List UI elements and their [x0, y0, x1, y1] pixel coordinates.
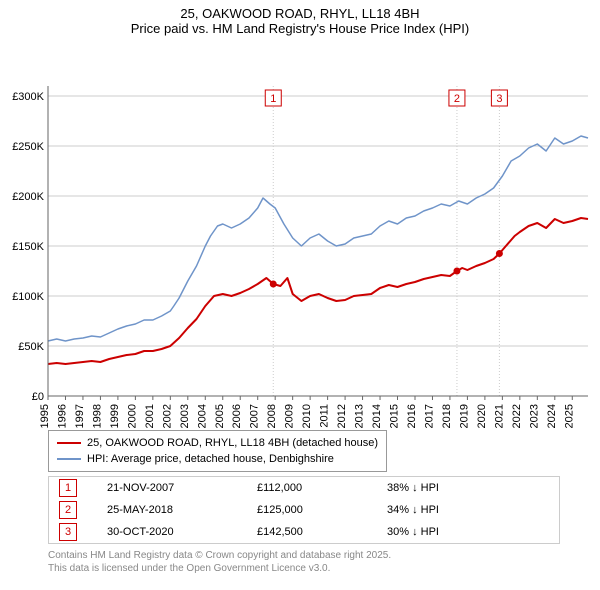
svg-text:2013: 2013 — [354, 404, 366, 428]
legend-item: HPI: Average price, detached house, Denb… — [57, 451, 378, 467]
table-row: 2 25-MAY-2018 £125,000 34% ↓ HPI — [49, 499, 559, 521]
legend-swatch — [57, 442, 81, 444]
svg-text:2011: 2011 — [319, 404, 331, 428]
svg-text:2000: 2000 — [126, 404, 138, 428]
svg-text:2: 2 — [454, 93, 460, 105]
sale-date: 25-MAY-2018 — [107, 504, 257, 516]
price-chart: £0 £50K £100K £150K £200K £250K £300K 1 2 3 1995 19… — [0, 36, 600, 466]
sale-date: 30-OCT-2020 — [107, 526, 257, 538]
svg-text:1999: 1999 — [109, 404, 121, 428]
legend-label: HPI: Average price, detached house, Denb… — [87, 453, 334, 465]
svg-text:2007: 2007 — [249, 404, 261, 428]
svg-text:£200K: £200K — [12, 191, 44, 203]
legend-swatch — [57, 458, 81, 460]
svg-text:2009: 2009 — [284, 404, 296, 428]
svg-text:£150K: £150K — [12, 241, 44, 253]
sale-hpi-delta: 30% ↓ HPI — [387, 526, 549, 538]
svg-text:2014: 2014 — [371, 404, 383, 428]
svg-text:2023: 2023 — [528, 404, 540, 428]
sale-price: £112,000 — [257, 482, 387, 494]
footer-attribution: Contains HM Land Registry data © Crown c… — [48, 550, 558, 575]
sales-table: 1 21-NOV-2007 £112,000 38% ↓ HPI 2 25-MA… — [48, 476, 560, 544]
title-subtitle: Price paid vs. HM Land Registry's House … — [0, 21, 600, 36]
svg-text:£50K: £50K — [18, 341, 44, 353]
legend-item: 25, OAKWOOD ROAD, RHYL, LL18 4BH (detach… — [57, 435, 378, 451]
svg-text:2006: 2006 — [231, 404, 243, 428]
sale-marker-box: 3 — [59, 523, 77, 541]
svg-text:1995: 1995 — [39, 404, 51, 428]
svg-text:2010: 2010 — [301, 404, 313, 428]
svg-text:1996: 1996 — [56, 404, 68, 428]
svg-text:1: 1 — [270, 93, 276, 105]
svg-text:2024: 2024 — [546, 404, 558, 428]
legend: 25, OAKWOOD ROAD, RHYL, LL18 4BH (detach… — [48, 430, 387, 472]
svg-text:2015: 2015 — [389, 404, 401, 428]
svg-text:£250K: £250K — [12, 141, 44, 153]
sale-marker-box: 1 — [59, 479, 77, 497]
svg-text:£300K: £300K — [12, 91, 44, 103]
svg-text:2018: 2018 — [441, 404, 453, 428]
svg-text:3: 3 — [496, 93, 502, 105]
svg-text:2025: 2025 — [563, 404, 575, 428]
footer-line: This data is licensed under the Open Gov… — [48, 563, 558, 576]
svg-text:2003: 2003 — [179, 404, 191, 428]
svg-text:2020: 2020 — [476, 404, 488, 428]
svg-text:2019: 2019 — [458, 404, 470, 428]
sale-marker-box: 2 — [59, 501, 77, 519]
svg-text:2004: 2004 — [196, 404, 208, 428]
svg-text:2017: 2017 — [423, 404, 435, 428]
svg-text:1997: 1997 — [74, 404, 86, 428]
sale-price: £125,000 — [257, 504, 387, 516]
svg-text:£0: £0 — [32, 391, 44, 403]
title-address: 25, OAKWOOD ROAD, RHYL, LL18 4BH — [0, 6, 600, 21]
legend-label: 25, OAKWOOD ROAD, RHYL, LL18 4BH (detach… — [87, 437, 378, 449]
svg-text:2012: 2012 — [336, 404, 348, 428]
svg-text:2005: 2005 — [214, 404, 226, 428]
table-row: 3 30-OCT-2020 £142,500 30% ↓ HPI — [49, 521, 559, 543]
svg-text:2016: 2016 — [406, 404, 418, 428]
sale-price: £142,500 — [257, 526, 387, 538]
svg-text:2022: 2022 — [511, 404, 523, 428]
table-row: 1 21-NOV-2007 £112,000 38% ↓ HPI — [49, 477, 559, 499]
svg-text:2001: 2001 — [144, 404, 156, 428]
svg-text:1998: 1998 — [91, 404, 103, 428]
sale-hpi-delta: 34% ↓ HPI — [387, 504, 549, 516]
footer-line: Contains HM Land Registry data © Crown c… — [48, 550, 558, 563]
svg-text:2008: 2008 — [266, 404, 278, 428]
svg-text:2021: 2021 — [493, 404, 505, 428]
svg-text:£100K: £100K — [12, 291, 44, 303]
sale-date: 21-NOV-2007 — [107, 482, 257, 494]
sale-hpi-delta: 38% ↓ HPI — [387, 482, 549, 494]
svg-text:2002: 2002 — [161, 404, 173, 428]
